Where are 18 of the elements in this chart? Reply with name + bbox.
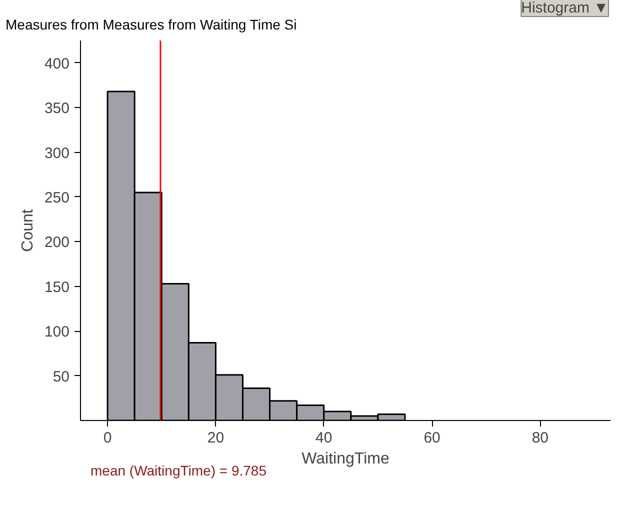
x-axis-title: WaitingTime (302, 450, 390, 468)
text: Histogram ▼ (521, 0, 609, 16)
x-tick-label: 20 (207, 430, 224, 446)
x-tick-label: 60 (424, 430, 440, 446)
y-tick-label: 400 (44, 55, 70, 72)
y-tick-label: 100 (44, 324, 70, 341)
y-tick-label: 200 (44, 234, 70, 252)
x-tick-label: 40 (316, 430, 332, 446)
x-tick-label: 0 (103, 430, 112, 446)
y-tick-label: 150 (44, 278, 70, 296)
y-tick-label: 50 (52, 368, 70, 386)
y-tick-label: 250 (44, 189, 70, 206)
y-tick-label: 350 (44, 100, 70, 118)
y-axis-title: Count (19, 208, 36, 252)
text: mean (WaitingTime) = 9.785 (90, 462, 267, 478)
chart-title: Measures from Measures from Waiting Time Si (6, 16, 297, 32)
y-tick-label: 300 (44, 144, 70, 162)
x-tick-label: 80 (532, 430, 549, 446)
